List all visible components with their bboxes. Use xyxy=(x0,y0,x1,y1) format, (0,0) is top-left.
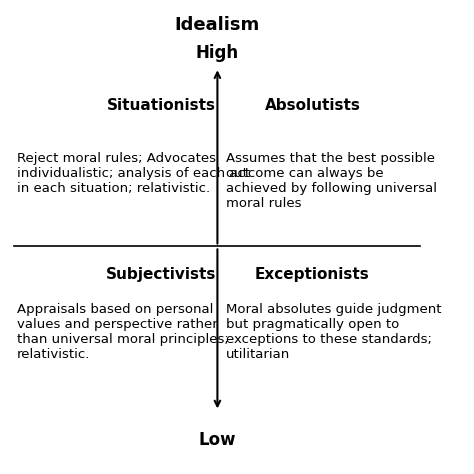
Text: Absolutists: Absolutists xyxy=(264,98,360,112)
Text: Moral absolutes guide judgment
but pragmatically open to
exceptions to these sta: Moral absolutes guide judgment but pragm… xyxy=(226,303,442,361)
Text: Assumes that the best possible
outcome can always be
achieved by following unive: Assumes that the best possible outcome c… xyxy=(226,152,437,210)
Text: High: High xyxy=(196,44,239,62)
Text: Situationists: Situationists xyxy=(107,98,216,112)
Text: Appraisals based on personal
values and perspective rather
than universal moral : Appraisals based on personal values and … xyxy=(17,303,228,361)
Text: Idealism: Idealism xyxy=(175,16,260,34)
Text: Exceptionists: Exceptionists xyxy=(255,267,370,282)
Text: Subjectivists: Subjectivists xyxy=(106,267,217,282)
Text: Low: Low xyxy=(199,430,236,448)
Text: Reject moral rules; Advocates
individualistic; analysis of each act
in each situ: Reject moral rules; Advocates individual… xyxy=(17,152,250,195)
